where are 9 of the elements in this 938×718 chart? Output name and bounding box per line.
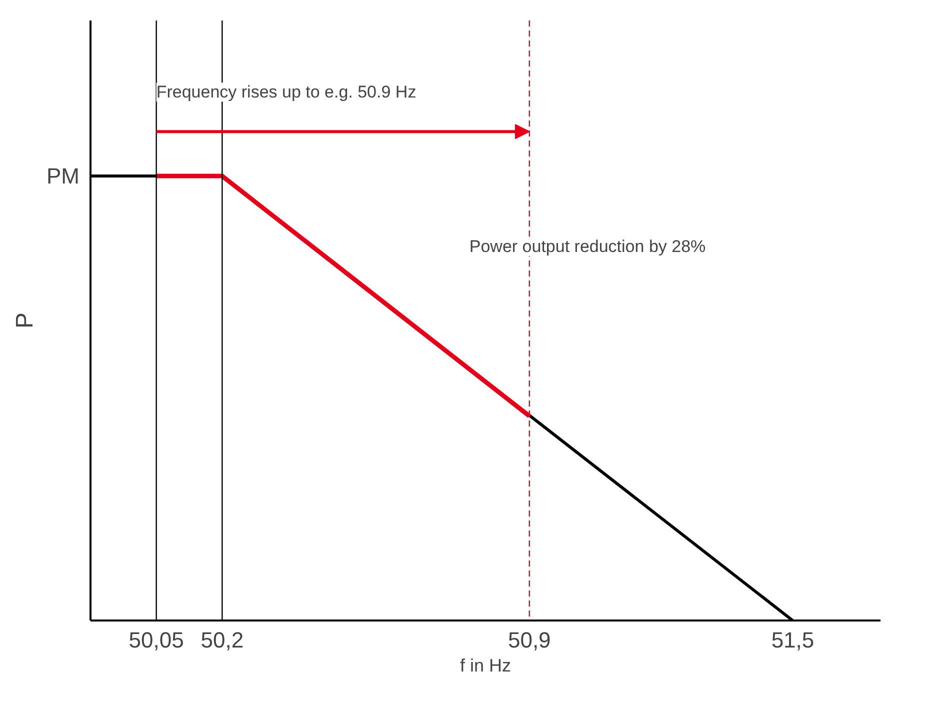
annotation: Power output reduction by 28% — [469, 237, 706, 256]
y-axis-title: P — [12, 312, 38, 329]
x-tick-label: 51,5 — [771, 628, 814, 652]
x-tick-label: 50,9 — [508, 628, 551, 652]
text: PM — [46, 164, 80, 189]
x-tick-label: 50,2 — [200, 628, 244, 652]
x-tick-label: 50,05 — [128, 628, 184, 652]
text: Frequency rises up to e.g. 50.9 Hz — [156, 82, 416, 102]
x-axis-title: f in Hz — [460, 656, 512, 676]
